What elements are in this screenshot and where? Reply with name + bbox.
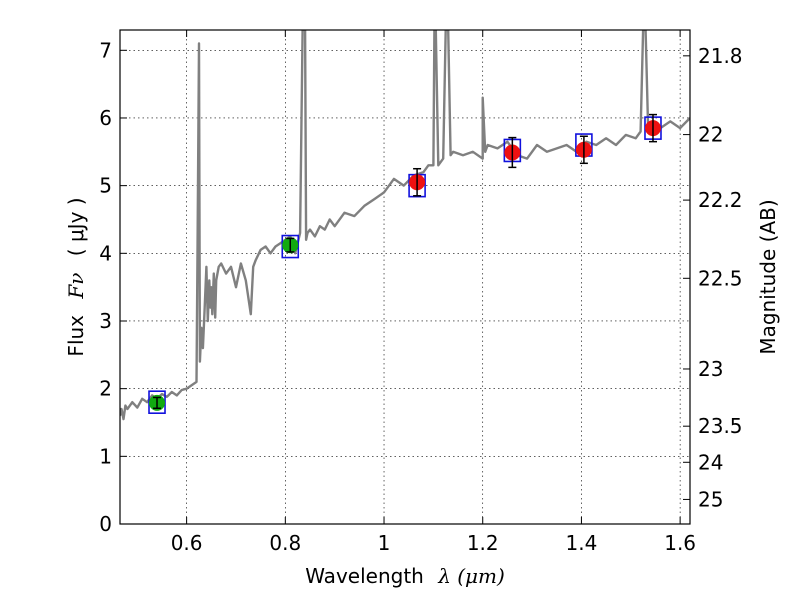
y-tick-label: 7 — [99, 38, 112, 62]
x-tick-label: 1 — [378, 531, 391, 555]
y-tick-label: 3 — [99, 309, 112, 333]
y-tick-label: 1 — [99, 444, 112, 468]
x-axis-title: Wavelength λ (μm) — [305, 564, 505, 588]
photometry-layer — [149, 113, 661, 411]
model-spectrum-layer — [120, 30, 690, 421]
y-axis-title-symbol: Fν — [64, 273, 88, 300]
x-tick-label: 1.4 — [566, 531, 598, 555]
x-tick-label: 0.6 — [171, 531, 203, 555]
x-tick-label: 0.8 — [269, 531, 301, 555]
mag-tick-label: 22.2 — [698, 188, 743, 212]
mag-tick-label: 25 — [698, 487, 723, 511]
y-axis-title: Flux Fν ( μJy ) — [64, 197, 88, 356]
model-spectrum-line — [120, 30, 690, 421]
mag-tick-label: 23 — [698, 357, 723, 381]
plot-frame — [119, 29, 691, 525]
mag-tick-label: 24 — [698, 450, 723, 474]
model-flux-box — [148, 390, 166, 414]
y-tick-label: 5 — [99, 174, 112, 198]
x-tick-label: 1.6 — [664, 531, 696, 555]
y-tick-label: 0 — [99, 512, 112, 536]
y-axis-title-text: Flux — [64, 315, 88, 357]
mag-tick-label: 22 — [698, 123, 723, 147]
y2-axis-title: Magnitude (AB) — [756, 199, 780, 354]
x-axis-title-text: Wavelength — [305, 564, 424, 588]
y-tick-label: 2 — [99, 377, 112, 401]
x-tick-label: 1.2 — [467, 531, 499, 555]
model-flux-box — [281, 234, 300, 259]
y-tick-label: 6 — [99, 106, 112, 130]
y-tick-label: 4 — [99, 241, 112, 265]
x-axis-title-unit: λ (μm) — [437, 564, 505, 588]
mag-tick-label: 22.5 — [698, 266, 743, 290]
mag-tick-label: 23.5 — [698, 414, 743, 438]
y-axis-title-unit: ( μJy ) — [64, 197, 88, 256]
mag-tick-label: 21.8 — [698, 44, 743, 68]
